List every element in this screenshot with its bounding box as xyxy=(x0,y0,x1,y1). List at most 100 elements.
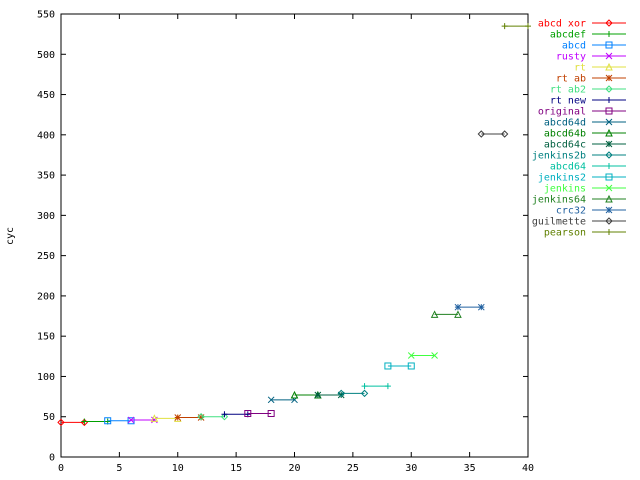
y-axis: 0 50 100 150 200 250 300 350 400 450 500 550 xyxy=(37,10,528,464)
x-tick-label: 5 xyxy=(116,463,122,474)
data-point xyxy=(477,130,486,138)
x-tick-label: 10 xyxy=(172,463,184,474)
legend-item: jenkins xyxy=(544,184,626,195)
data-point xyxy=(606,229,612,235)
legend-label: rt ab xyxy=(556,74,586,85)
x-tick-label: 15 xyxy=(230,463,242,474)
data-point xyxy=(605,85,613,93)
data-point xyxy=(605,41,613,49)
series xyxy=(430,310,462,318)
legend-item: abcd64 xyxy=(550,162,626,173)
data-point xyxy=(407,362,415,370)
legend-label: abcd xor xyxy=(538,19,586,30)
series xyxy=(197,413,229,421)
y-tick-label: 200 xyxy=(37,291,55,302)
data-point xyxy=(606,31,612,37)
data-point xyxy=(81,418,88,425)
series xyxy=(104,417,135,425)
data-point xyxy=(605,184,613,192)
legend-item: rt ab2 xyxy=(550,85,626,96)
data-point xyxy=(605,151,613,159)
legend-item: abcd64c xyxy=(544,140,626,151)
y-tick-label: 150 xyxy=(37,332,55,343)
data-point xyxy=(605,194,613,203)
series xyxy=(501,23,531,30)
legend-label: abcd64b xyxy=(544,129,586,140)
legend-label: abcdef xyxy=(550,30,586,41)
plot-area xyxy=(60,13,529,458)
data-point xyxy=(501,23,508,30)
legend-label: jenkins64 xyxy=(532,195,586,206)
legend-label: abcd64d xyxy=(544,118,586,129)
legend-item: rt xyxy=(574,63,626,74)
legend-item: jenkins2 xyxy=(538,173,626,184)
x-tick-label: 0 xyxy=(58,463,64,474)
y-tick-label: 300 xyxy=(37,211,55,222)
legend-item: original xyxy=(538,107,626,118)
series xyxy=(244,410,275,418)
data-point xyxy=(384,383,391,390)
data-point xyxy=(244,410,252,418)
y-tick-label: 450 xyxy=(37,90,55,101)
data-point xyxy=(290,390,299,399)
data-point xyxy=(525,23,531,30)
data-point xyxy=(221,411,228,418)
legend-item: abcd64d xyxy=(544,118,626,129)
legend-item: rusty xyxy=(556,52,626,63)
data-point xyxy=(174,414,182,421)
data-point xyxy=(150,414,159,422)
data-point xyxy=(57,418,65,427)
data-point xyxy=(197,413,205,421)
data-point xyxy=(360,389,369,398)
x-tick-label: 40 xyxy=(522,463,534,474)
legend-item: abcdef xyxy=(550,30,626,41)
legend-label: abcd xyxy=(562,41,586,52)
series xyxy=(407,352,438,359)
legend-label: abcd64c xyxy=(544,140,586,151)
legend-item: rt new xyxy=(550,96,626,107)
series xyxy=(361,383,391,390)
legend-item: jenkins2b xyxy=(532,151,626,162)
data-point xyxy=(605,173,613,181)
series xyxy=(337,389,369,398)
legend-item: crc32 xyxy=(556,206,626,217)
legend-item: abcd64b xyxy=(544,129,626,140)
legend-item: guilmette xyxy=(532,217,626,228)
legend-label: abcd64 xyxy=(550,162,586,173)
data-point xyxy=(267,410,275,418)
series xyxy=(314,391,345,399)
y-tick-label: 0 xyxy=(49,453,55,464)
legend-item: abcd xyxy=(562,41,626,52)
data-point xyxy=(384,362,392,370)
legend-label: jenkins2b xyxy=(532,151,586,162)
y-tick-label: 350 xyxy=(37,171,55,182)
legend-label: pearson xyxy=(544,228,586,239)
data-point xyxy=(314,391,322,399)
legend-label: rt xyxy=(574,63,586,74)
data-point xyxy=(430,310,439,318)
x-tick-label: 25 xyxy=(347,463,359,474)
data-point xyxy=(605,107,613,115)
y-tick-label: 500 xyxy=(37,50,55,61)
series xyxy=(81,418,111,425)
data-point xyxy=(605,19,613,27)
series xyxy=(477,130,509,138)
series xyxy=(127,416,158,424)
data-point xyxy=(267,396,275,404)
series xyxy=(57,418,89,427)
legend-item: jenkins64 xyxy=(532,195,626,206)
data-point xyxy=(454,310,462,318)
y-tick-label: 250 xyxy=(37,251,55,262)
legend-label: original xyxy=(538,107,586,118)
legend-item: rt ab xyxy=(556,74,626,85)
y-tick-label: 550 xyxy=(37,10,55,21)
series xyxy=(454,303,485,311)
data-point xyxy=(454,303,462,311)
legend-label: jenkins xyxy=(544,184,586,195)
legend-label: jenkins2 xyxy=(538,173,586,184)
data-point xyxy=(605,206,613,214)
series xyxy=(174,414,205,421)
x-axis: 0 5 10 15 20 25 30 35 40 xyxy=(58,14,534,474)
